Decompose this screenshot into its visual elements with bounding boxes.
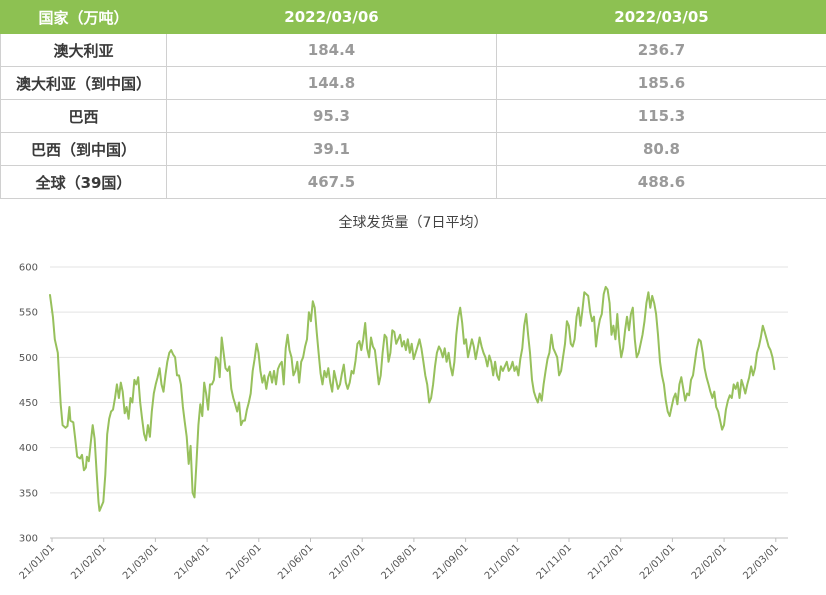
chart-container: 全球发货量（7日平均） 300 350 400 450 500 550 600 21/01/… [0, 199, 826, 595]
y-tick-label: 500 [19, 353, 38, 364]
y-tick-label: 450 [19, 398, 38, 409]
x-tick-label: 21/06/01 [276, 542, 316, 582]
x-tick-label: 21/10/01 [483, 542, 523, 582]
x-tick-label: 21/07/01 [328, 542, 368, 582]
table-row: 澳大利亚 184.4 236.7 [0, 33, 826, 67]
x-axis-ticks: 21/01/01 21/02/01 21/03/01 21/04/01 21/05/01… [18, 538, 781, 582]
x-tick-label: 21/01/01 [18, 542, 58, 582]
x-tick-label: 21/11/01 [535, 542, 575, 582]
value-cell: 185.6 [496, 66, 826, 100]
country-cell: 澳大利亚 [0, 33, 167, 67]
y-tick-label: 600 [19, 263, 38, 274]
x-tick-label: 21/08/01 [379, 542, 419, 582]
value-cell: 467.5 [166, 165, 497, 199]
chart-title: 全球发货量（7日平均） [339, 214, 488, 231]
shipment-table: 国家（万吨） 2022/03/06 2022/03/05 澳大利亚 184.4 … [0, 0, 826, 199]
x-tick-label: 22/01/01 [638, 542, 678, 582]
table-header-row: 国家（万吨） 2022/03/06 2022/03/05 [0, 0, 826, 34]
y-tick-label: 400 [19, 443, 38, 454]
line-chart: 全球发货量（7日平均） 300 350 400 450 500 550 600 21/01/… [18, 214, 788, 582]
y-axis-ticks: 300 350 400 450 500 550 600 [19, 263, 38, 545]
x-tick-label: 22/03/01 [741, 542, 781, 582]
x-tick-label: 21/05/01 [224, 542, 264, 582]
header-date-2: 2022/03/05 [496, 0, 826, 34]
grid-lines [50, 266, 788, 539]
table-row: 巴西 95.3 115.3 [0, 99, 826, 133]
y-tick-label: 350 [19, 488, 38, 499]
value-cell: 80.8 [496, 132, 826, 166]
x-tick-label: 21/09/01 [431, 542, 471, 582]
x-tick-label: 21/03/01 [121, 542, 161, 582]
country-cell: 全球（39国） [0, 165, 167, 199]
value-cell: 144.8 [166, 66, 497, 100]
value-cell: 184.4 [166, 33, 497, 67]
country-cell: 巴西（到中国） [0, 132, 167, 166]
y-tick-label: 550 [19, 308, 38, 319]
country-cell: 巴西 [0, 99, 167, 133]
x-tick-label: 21/02/01 [69, 542, 109, 582]
table-row: 全球（39国） 467.5 488.6 [0, 165, 826, 199]
y-tick-label: 300 [19, 534, 38, 545]
value-cell: 236.7 [496, 33, 826, 67]
series-line [49, 285, 776, 512]
series-layer [49, 285, 776, 512]
x-tick-label: 21/04/01 [173, 542, 213, 582]
x-tick-label: 22/02/01 [690, 542, 730, 582]
header-country: 国家（万吨） [0, 0, 167, 34]
header-date-1: 2022/03/06 [166, 0, 497, 34]
value-cell: 39.1 [166, 132, 497, 166]
x-tick-label: 21/12/01 [586, 542, 626, 582]
value-cell: 95.3 [166, 99, 497, 133]
table-row: 澳大利亚（到中国） 144.8 185.6 [0, 66, 826, 100]
value-cell: 115.3 [496, 99, 826, 133]
country-cell: 澳大利亚（到中国） [0, 66, 167, 100]
table-row: 巴西（到中国） 39.1 80.8 [0, 132, 826, 166]
value-cell: 488.6 [496, 165, 826, 199]
